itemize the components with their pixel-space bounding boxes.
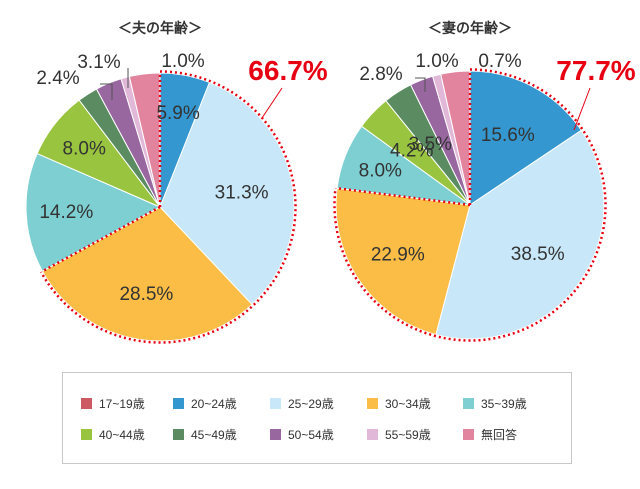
legend-swatch xyxy=(173,429,184,440)
legend-item-50-54: 50~54歳 xyxy=(270,426,334,443)
label-leader xyxy=(415,77,426,92)
pie-slice xyxy=(440,70,471,206)
pie-slice xyxy=(335,187,471,336)
pie-slice xyxy=(435,129,605,340)
legend-item-35-39: 35~39歳 xyxy=(463,395,527,412)
legend-label: 35~39歳 xyxy=(481,397,527,411)
chart-title: ＜夫の年齢＞ xyxy=(118,20,202,36)
slice-label: 22.9% xyxy=(371,245,425,266)
slice-label: 1.0% xyxy=(161,51,204,72)
pie-slice xyxy=(128,72,161,208)
pie-charts-svg: ＜夫の年齢＞66.7%5.9%31.3%28.5%14.2%8.0%2.4%3.… xyxy=(25,20,636,344)
legend-swatch xyxy=(81,429,92,440)
legend: 17~19歳 20~24歳 25~29歳 30~34歳 35~39歳 40~44… xyxy=(62,372,572,464)
legend-item-20-24: 20~24歳 xyxy=(173,395,237,412)
slice-label: 5.9% xyxy=(156,103,199,124)
legend-label: 25~29歳 xyxy=(288,397,334,411)
legend-item-55-59: 55~59歳 xyxy=(367,426,431,443)
legend-swatch xyxy=(173,398,184,409)
highlight-label: 66.7% xyxy=(248,55,327,86)
slice-label: 1.0% xyxy=(415,51,458,72)
pie-slice xyxy=(41,206,253,342)
legend-item-40-44: 40~44歳 xyxy=(81,426,145,443)
highlight-leader xyxy=(573,87,591,131)
legend-item-30-34: 30~34歳 xyxy=(367,395,431,412)
pie-slice xyxy=(469,70,582,206)
legend-label: 40~44歳 xyxy=(99,428,145,442)
slice-label: 38.5% xyxy=(511,244,565,265)
legend-swatch xyxy=(463,429,474,440)
legend-swatch xyxy=(81,398,92,409)
slice-label: 4.2% xyxy=(390,141,433,162)
legend-label: 55~59歳 xyxy=(385,428,431,442)
highlight-arc xyxy=(39,70,297,344)
legend-swatch xyxy=(270,429,281,440)
legend-swatch xyxy=(367,429,378,440)
slice-label: 0.7% xyxy=(478,51,521,72)
slice-label: 2.8% xyxy=(359,64,402,85)
pie-slice xyxy=(159,81,295,306)
legend-swatch xyxy=(270,398,281,409)
legend-swatch xyxy=(463,398,474,409)
legend-swatch xyxy=(367,398,378,409)
slice-label: 14.2% xyxy=(39,202,93,223)
highlight-label: 77.7% xyxy=(556,55,635,86)
highlight-edge xyxy=(41,205,161,273)
highlight-edge xyxy=(336,186,471,207)
slice-label: 3.1% xyxy=(77,52,120,73)
legend-item-25-29: 25~29歳 xyxy=(270,395,334,412)
legend-item-17-19: 17~19歳 xyxy=(81,395,145,412)
slice-label: 8.0% xyxy=(359,161,402,182)
pie-slice xyxy=(25,152,162,272)
legend-label: 50~54歳 xyxy=(288,428,334,442)
slice-label: 15.6% xyxy=(481,125,535,146)
legend-item-45-49: 45~49歳 xyxy=(173,426,237,443)
legend-label: 45~49歳 xyxy=(191,428,237,442)
legend-label: 30~34歳 xyxy=(385,397,431,411)
slice-label: 8.0% xyxy=(63,138,106,159)
legend-label: 無回答 xyxy=(481,428,518,442)
slice-label: 31.3% xyxy=(215,182,269,203)
slice-label: 28.5% xyxy=(119,284,173,305)
slice-label: 3.5% xyxy=(409,134,452,155)
legend-label: 17~19歳 xyxy=(99,397,145,411)
label-leader xyxy=(100,83,113,100)
slice-label: 2.4% xyxy=(36,68,79,89)
highlight-leader xyxy=(261,87,283,119)
chart-title: ＜妻の年齢＞ xyxy=(428,20,512,36)
legend-label: 20~24歳 xyxy=(191,397,237,411)
legend-item-no-answer: 無回答 xyxy=(463,426,517,443)
